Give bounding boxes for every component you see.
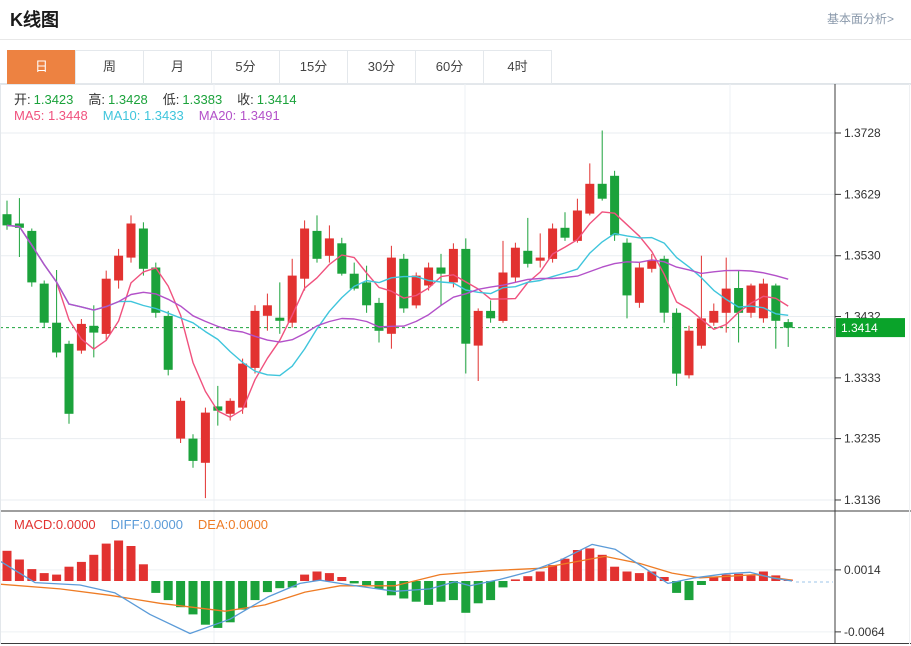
price-tick-label: 1.3530 (844, 249, 881, 263)
candles-layer (2, 130, 793, 499)
ohlc-readout: 开: 1.3423 高: 1.3428 低: 1.3383 收: 1.3414 (14, 89, 297, 108)
tab-60min[interactable]: 60分 (415, 50, 484, 84)
price-tick-label: 1.3333 (844, 371, 881, 385)
ma5-readout: MA5: 1.3448 (14, 108, 88, 123)
tab-month[interactable]: 月 (143, 50, 212, 84)
tab-4hour[interactable]: 4时 (483, 50, 552, 84)
tab-5min[interactable]: 5分 (211, 50, 280, 84)
macd-readout: MACD:0.0000 DIFF:0.0000 DEA:0.0000 (14, 517, 268, 532)
ma20-line (6, 224, 789, 343)
current-price-badge (836, 318, 905, 338)
macd-tick-label: -0.0064 (844, 625, 885, 639)
page-title: K线图 (10, 10, 59, 30)
tab-week[interactable]: 周 (75, 50, 144, 84)
dea-value-readout: DEA:0.0000 (197, 517, 269, 532)
period-tabbar: 日 周 月 5分 15分 30分 60分 4时 (7, 50, 552, 84)
diff-value-readout: DIFF:0.0000 (110, 517, 183, 532)
ma-readout: MA5: 1.3448 MA10: 1.3433 MA20: 1.3491 (14, 108, 280, 123)
price-tick-label: 1.3728 (844, 126, 881, 140)
low-readout: 低: 1.3383 (162, 92, 223, 107)
macd-value-readout: MACD:0.0000 (14, 517, 96, 532)
tab-15min[interactable]: 15分 (279, 50, 348, 84)
tab-day[interactable]: 日 (7, 50, 76, 84)
diff-line (0, 543, 793, 635)
current-price-badge-label: 1.3414 (841, 321, 878, 335)
title-divider (0, 39, 911, 40)
close-readout: 收: 1.3414 (237, 92, 297, 107)
tab-30min[interactable]: 30分 (347, 50, 416, 84)
kline-chart-canvas[interactable]: 1.37281.36291.35301.34321.33331.32351.31… (0, 84, 911, 646)
ma10-readout: MA10: 1.3433 (102, 108, 184, 123)
price-tick-label: 1.3136 (844, 493, 881, 507)
macd-tick-label: 0.0014 (844, 563, 881, 577)
dea-line (0, 555, 793, 612)
open-readout: 开: 1.3423 (14, 92, 74, 107)
fundamental-analysis-link[interactable]: 基本面分析> (826, 12, 894, 26)
ma10-line (6, 224, 789, 377)
macd-histogram (2, 540, 793, 628)
price-tick-label: 1.3235 (844, 432, 881, 446)
ma5-line (6, 211, 789, 418)
high-readout: 高: 1.3428 (88, 92, 148, 107)
ma20-readout: MA20: 1.3491 (198, 108, 280, 123)
price-tick-label: 1.3629 (844, 187, 881, 201)
